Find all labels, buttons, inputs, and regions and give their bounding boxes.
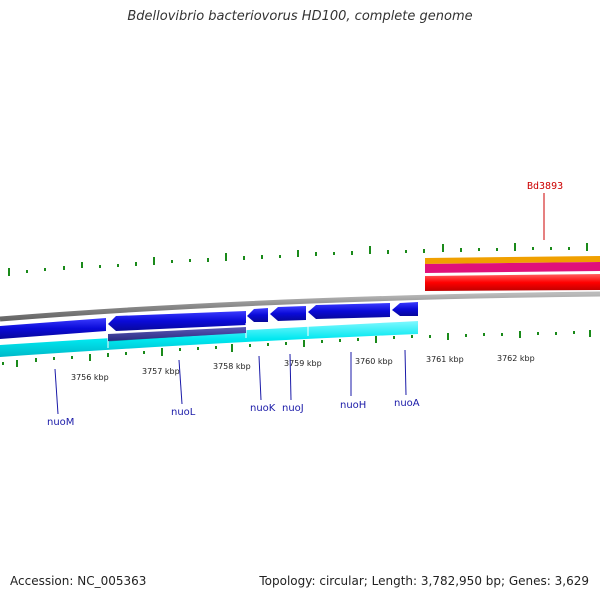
genome-summary-text: Topology: circular; Length: 3,782,950 bp… bbox=[259, 574, 589, 588]
gc-content-ticks-top bbox=[8, 243, 588, 276]
scale-label: 3760 kbp bbox=[355, 357, 393, 366]
purple-feature[interactable] bbox=[108, 327, 246, 341]
map-title: Bdellovibrio bacteriovorus HD100, comple… bbox=[127, 9, 473, 24]
gene-arrow-nuoH[interactable] bbox=[308, 303, 390, 319]
scale-label: 3757 kbp bbox=[142, 367, 180, 376]
scale-label: 3756 kbp bbox=[71, 373, 109, 382]
gene-arrow-nuoJ[interactable] bbox=[270, 306, 306, 321]
gene-label-nuoM[interactable]: nuoM bbox=[47, 417, 74, 428]
gene-arrow-nuoL[interactable] bbox=[108, 311, 246, 331]
cds-band[interactable] bbox=[0, 320, 418, 357]
gene-labels[interactable]: nuoM nuoL nuoK nuoJ nuoH nuoA bbox=[47, 398, 420, 428]
orange-band[interactable] bbox=[425, 256, 600, 264]
gene-arrow-nuoM[interactable] bbox=[0, 318, 106, 339]
accession-text: Accession: NC_005363 bbox=[10, 574, 147, 588]
gene-arrow-nuoA[interactable] bbox=[392, 302, 418, 316]
scale-label: 3758 kbp bbox=[213, 362, 251, 371]
gene-leaders bbox=[54, 349, 407, 415]
gene-label-nuoH[interactable]: nuoH bbox=[340, 400, 366, 411]
gene-label-nuoK[interactable]: nuoK bbox=[250, 403, 276, 414]
scale-label: 3762 kbp bbox=[497, 354, 535, 363]
gene-label-nuoL[interactable]: nuoL bbox=[171, 407, 196, 418]
pink-band[interactable] bbox=[425, 262, 600, 273]
red-band[interactable] bbox=[425, 274, 600, 291]
scale-label: 3759 kbp bbox=[284, 359, 322, 368]
feature-bands-right[interactable] bbox=[425, 256, 600, 291]
genome-backbone bbox=[0, 291, 600, 322]
gene-arrow-nuoK[interactable] bbox=[247, 308, 268, 322]
scale-labels: 3756 kbp 3757 kbp 3758 kbp 3759 kbp 3760… bbox=[71, 354, 535, 382]
gene-label-nuoA[interactable]: nuoA bbox=[394, 398, 420, 409]
gc-content-ticks-bottom bbox=[2, 330, 591, 367]
scale-label: 3761 kbp bbox=[426, 355, 464, 364]
highlight-gene-label[interactable]: Bd3893 bbox=[527, 181, 563, 192]
gene-arrows[interactable] bbox=[0, 302, 418, 339]
gene-label-nuoJ[interactable]: nuoJ bbox=[282, 403, 304, 414]
